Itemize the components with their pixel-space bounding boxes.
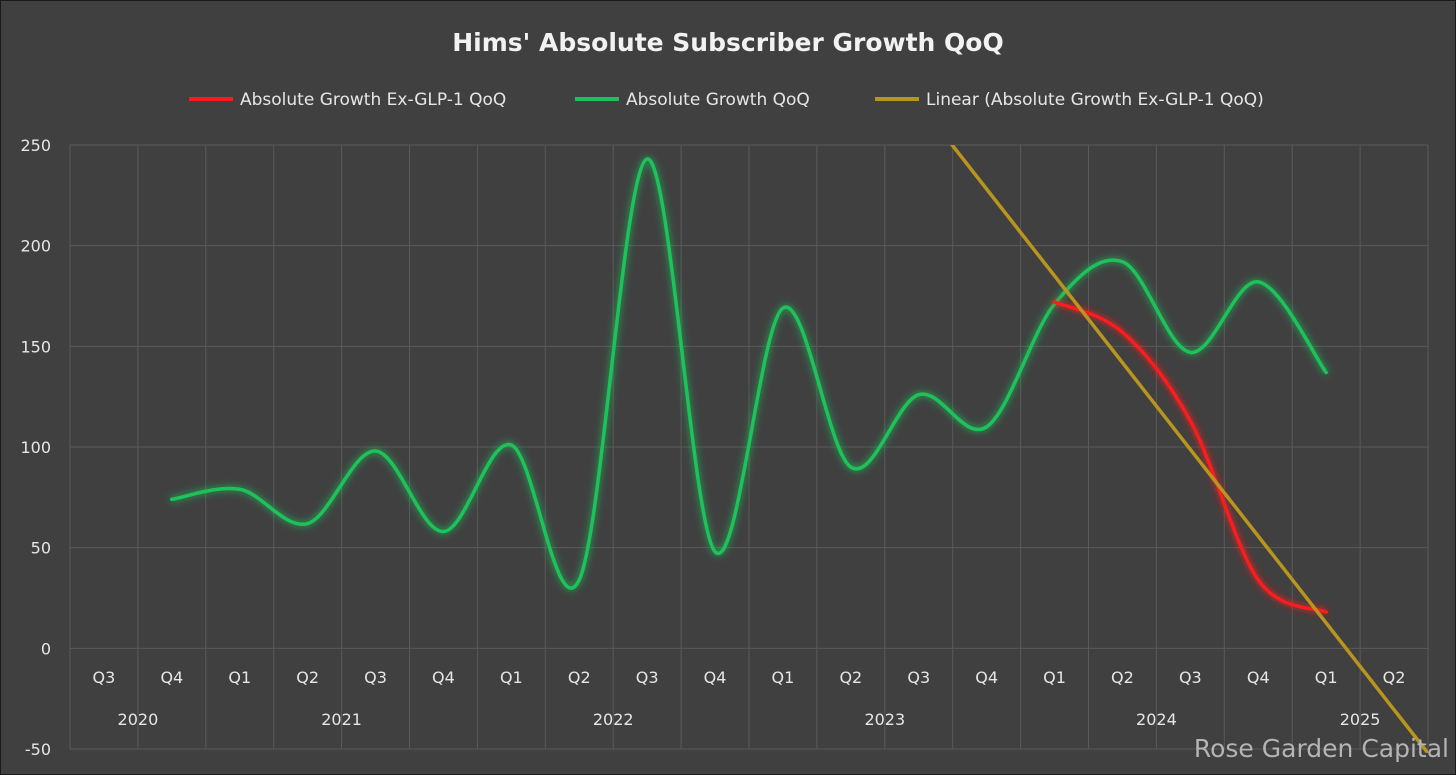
y-tick-label: 250 — [20, 136, 51, 155]
x-tick-label: Q1 — [228, 668, 251, 687]
y-tick-label: 50 — [31, 539, 51, 558]
year-label: 2022 — [593, 710, 634, 729]
watermark: Rose Garden Capital — [1194, 734, 1449, 763]
x-tick-label: Q3 — [907, 668, 930, 687]
x-tick-label: Q1 — [1315, 668, 1338, 687]
x-tick-label: Q4 — [704, 668, 727, 687]
year-label: 2021 — [321, 710, 362, 729]
x-tick-label: Q2 — [1383, 668, 1406, 687]
x-tick-label: Q2 — [1111, 668, 1134, 687]
trendline-linear — [949, 145, 1428, 753]
y-tick-label: 100 — [20, 438, 51, 457]
legend-label: Absolute Growth Ex-GLP-1 QoQ — [240, 90, 506, 110]
year-label: 2023 — [864, 710, 905, 729]
x-tick-label: Q3 — [93, 668, 116, 687]
year-label: 2020 — [118, 710, 159, 729]
x-tick-label: Q2 — [568, 668, 591, 687]
x-tick-label: Q1 — [772, 668, 795, 687]
x-tick-label: Q2 — [296, 668, 319, 687]
x-tick-label: Q1 — [1043, 668, 1066, 687]
y-tick-label: 150 — [20, 337, 51, 356]
x-tick-label: Q2 — [839, 668, 862, 687]
series-line-ex-glp1 — [1052, 300, 1328, 614]
chart-title: Hims' Absolute Subscriber Growth QoQ — [452, 28, 1004, 57]
y-tick-label: 0 — [41, 639, 51, 658]
year-label: 2024 — [1136, 710, 1177, 729]
series-layer — [170, 145, 1428, 753]
x-tick-label: Q3 — [364, 668, 387, 687]
x-tick-label: Q4 — [160, 668, 183, 687]
legend: Absolute Growth Ex-GLP-1 QoQ Absolute Gro… — [189, 90, 1264, 110]
y-tick-label: 200 — [20, 237, 51, 256]
legend-label: Linear (Absolute Growth Ex-GLP-1 QoQ) — [926, 90, 1264, 110]
x-tick-label: Q4 — [975, 668, 998, 687]
x-tick-label: Q4 — [1247, 668, 1270, 687]
x-tick-label: Q3 — [636, 668, 659, 687]
x-axis: Q3 Q4 Q1 Q2 Q3 Q4 Q1 Q2 Q3 Q4 Q1 Q2 Q3 Q4 Q1 Q2 Q3 Q4 Q1 Q2… — [93, 668, 1406, 729]
x-tick-label: Q3 — [1179, 668, 1202, 687]
y-tick-label: -50 — [25, 740, 51, 759]
x-tick-label: Q4 — [432, 668, 455, 687]
legend-label: Absolute Growth QoQ — [626, 90, 810, 110]
series-line-total — [170, 157, 1328, 590]
x-tick-label: Q1 — [500, 668, 523, 687]
year-label: 2025 — [1340, 710, 1381, 729]
y-axis: 250 200 150 100 50 0 -50 — [20, 136, 51, 759]
